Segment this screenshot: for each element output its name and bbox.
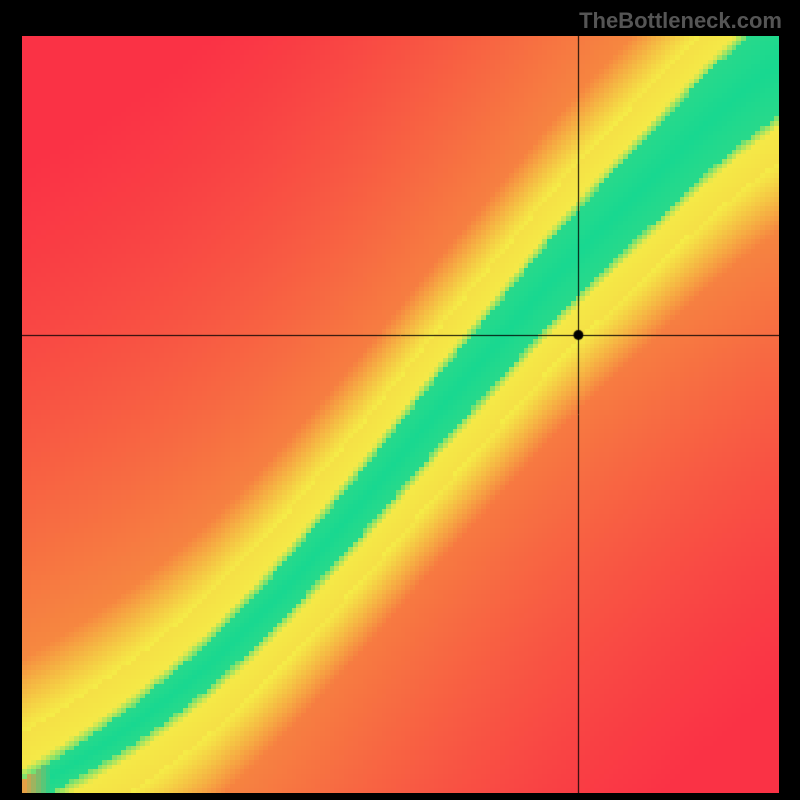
watermark-text: TheBottleneck.com (579, 8, 782, 34)
chart-container: TheBottleneck.com (0, 0, 800, 800)
crosshair-overlay (22, 36, 779, 793)
